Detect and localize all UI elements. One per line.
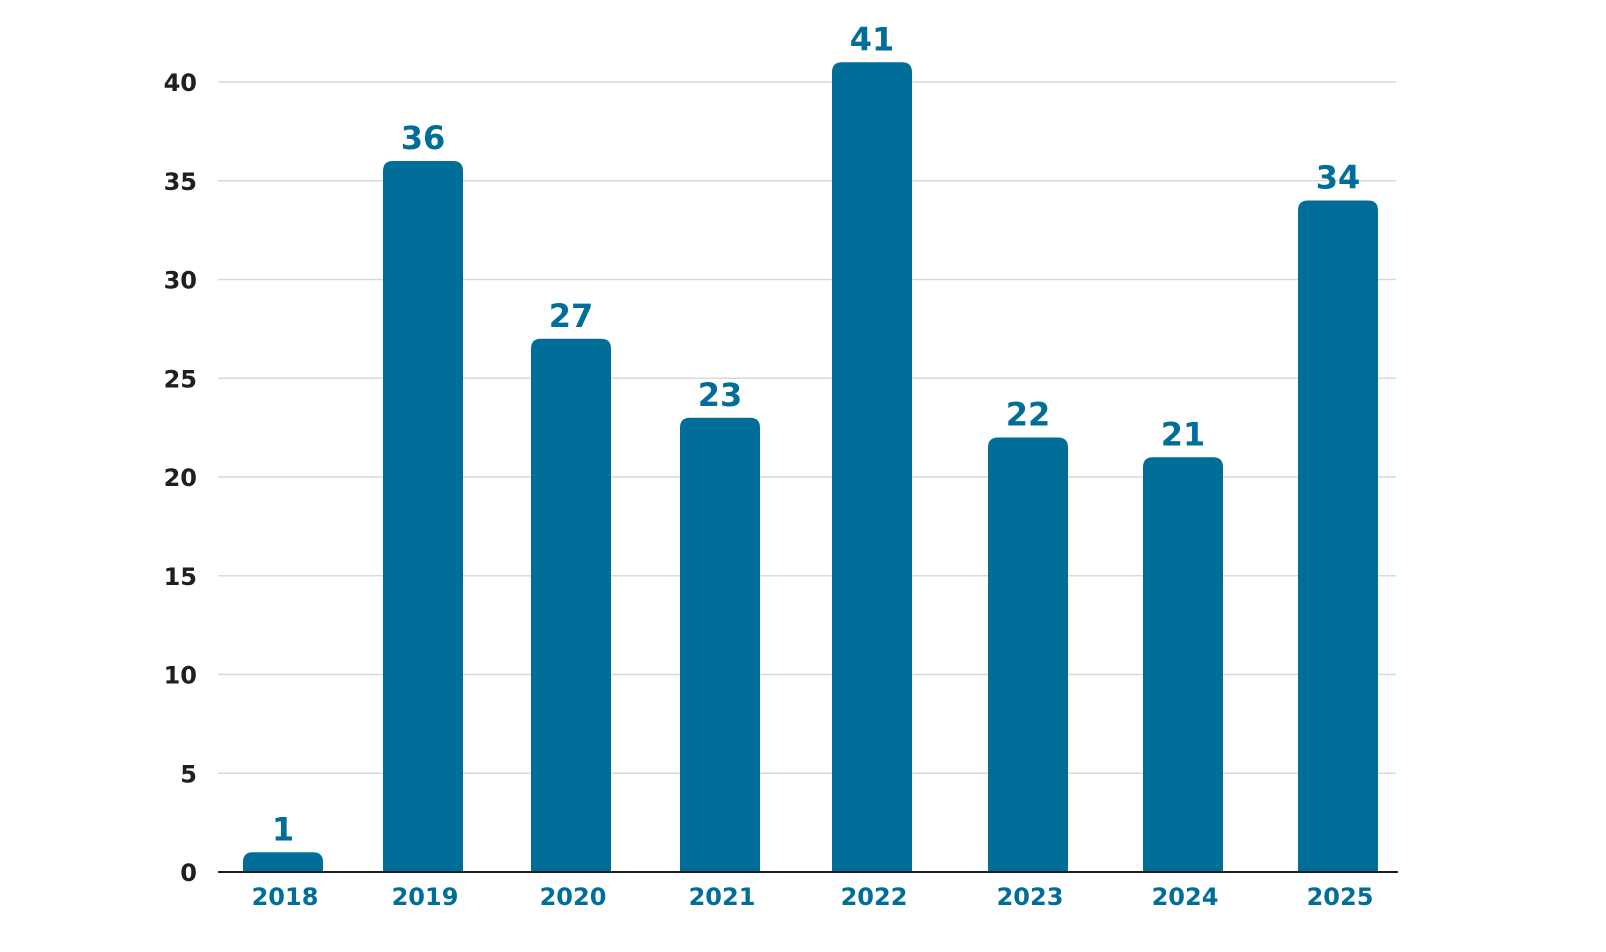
bars (243, 62, 1378, 872)
bar-2022 (832, 62, 912, 872)
bar-2021 (680, 417, 760, 872)
data-label-2024: 21 (1161, 415, 1206, 453)
x-tick-label-2022: 2022 (841, 883, 908, 911)
y-tick-label: 5 (180, 760, 197, 788)
data-label-2018: 1 (272, 810, 294, 848)
bar-2025 (1298, 200, 1378, 872)
y-tick-label: 30 (164, 267, 197, 295)
data-label-2023: 22 (1006, 396, 1051, 434)
data-label-2021: 23 (698, 376, 743, 414)
y-tick-label: 15 (164, 563, 197, 591)
y-tick-label: 25 (164, 365, 197, 393)
bar-2019 (383, 161, 463, 872)
x-tick-label-2025: 2025 (1307, 883, 1374, 911)
data-label-2020: 27 (549, 297, 594, 335)
x-tick-label-2023: 2023 (997, 883, 1064, 911)
y-tick-label: 40 (164, 69, 197, 97)
x-tick-label-2019: 2019 (392, 883, 459, 911)
y-tick-label: 20 (164, 464, 197, 492)
y-tick-label: 10 (164, 662, 197, 690)
y-tick-label: 0 (180, 859, 197, 887)
x-tick-label-2021: 2021 (689, 883, 756, 911)
x-tick-label-2024: 2024 (1152, 883, 1219, 911)
bar-2018 (243, 852, 323, 872)
x-tick-label-2020: 2020 (540, 883, 607, 911)
data-label-2022: 41 (850, 20, 895, 58)
y-tick-label: 35 (164, 168, 197, 196)
bar-2020 (531, 338, 611, 872)
data-labels: 1 36 27 23 41 22 21 34 (272, 20, 1360, 848)
bar-2023 (988, 437, 1068, 872)
bar-2024 (1143, 457, 1223, 872)
data-label-2019: 36 (401, 119, 446, 157)
x-tick-label-2018: 2018 (252, 883, 319, 911)
data-label-2025: 34 (1316, 159, 1361, 197)
